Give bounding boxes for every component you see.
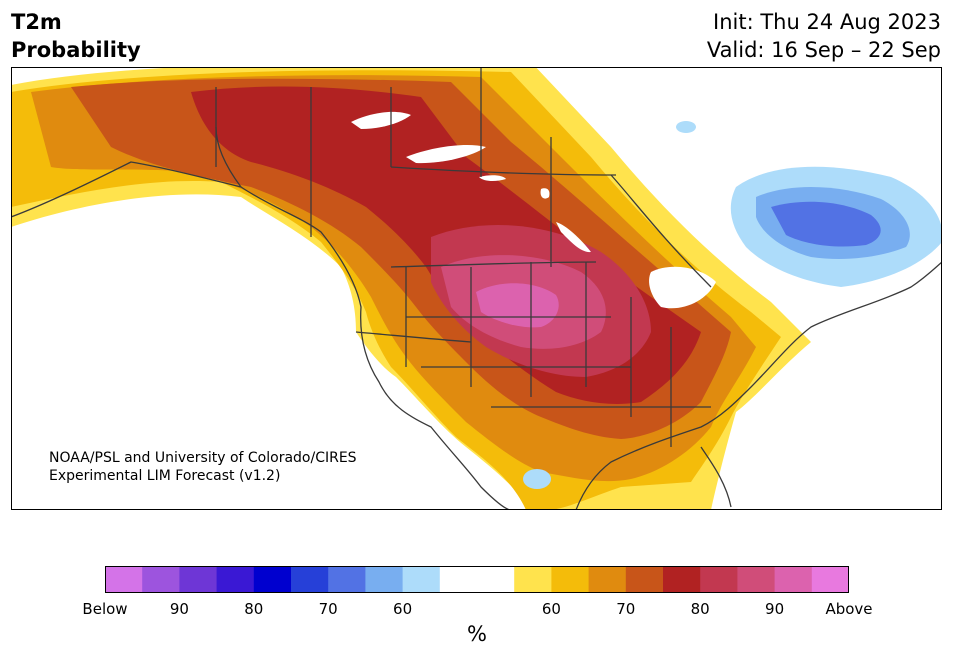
colorbar-tick-label: 70 (318, 600, 338, 618)
colorbar-tick-label: 60 (541, 600, 561, 618)
colorbar-swatch (663, 566, 701, 593)
lakes (351, 111, 716, 309)
colorbar-tick-label: Below (82, 600, 128, 618)
map-credit: NOAA/PSL and University of Colorado/CIRE… (49, 449, 357, 485)
colorbar-swatch (179, 566, 218, 593)
colorbar-swatch (365, 566, 404, 593)
colorbar-swatch (737, 566, 776, 593)
colorbar-unit: % (467, 622, 487, 646)
colorbar-swatch (291, 566, 329, 593)
forecast-dates: Init: Thu 24 Aug 2023 Valid: 16 Sep – 22… (707, 8, 941, 64)
colorbar-swatch (105, 566, 143, 593)
colorbar-tick-label: 80 (244, 600, 264, 618)
credit-line-2: Experimental LIM Forecast (v1.2) (49, 468, 281, 484)
colorbar-swatch (253, 566, 292, 593)
colorbar-swatch (551, 566, 590, 593)
map-title: T2m Probability (11, 8, 141, 64)
valid-date: Valid: 16 Sep – 22 Sep (706, 38, 941, 62)
colorbar-tick-label: 90 (765, 600, 785, 618)
probability-map (11, 67, 942, 510)
colorbar-swatch (811, 566, 849, 593)
colorbar-swatch (328, 566, 366, 593)
colorbar-swatch (439, 566, 478, 593)
colorbar-swatch (402, 566, 441, 593)
colorbar-tick-label: 90 (169, 600, 189, 618)
title-line-1: T2m (11, 10, 62, 34)
colorbar-swatch (588, 566, 627, 593)
colorbar-border (105, 566, 849, 593)
colorbar-tick-label: 60 (393, 600, 413, 618)
colorbar-swatch (142, 566, 180, 593)
colorbar-swatch (514, 566, 552, 593)
init-date: Init: Thu 24 Aug 2023 (713, 10, 941, 34)
boundaries (11, 67, 942, 510)
warm-probability-fill (11, 67, 811, 510)
colorbar-swatch (774, 566, 813, 593)
colorbar-tick-label: 80 (690, 600, 710, 618)
colorbar-swatch (216, 566, 255, 593)
colorbar-tick-label: Above (825, 600, 873, 618)
colorbar-tick-label: 70 (616, 600, 636, 618)
colorbar-swatch (477, 566, 515, 593)
title-line-2: Probability (11, 38, 141, 62)
credit-line-1: NOAA/PSL and University of Colorado/CIRE… (49, 450, 357, 466)
colorbar-swatch (625, 566, 664, 593)
colorbar (105, 566, 849, 593)
colorbar-swatch (700, 566, 738, 593)
cool-probability-fill (523, 121, 942, 489)
colorbar-swatches (105, 566, 849, 593)
